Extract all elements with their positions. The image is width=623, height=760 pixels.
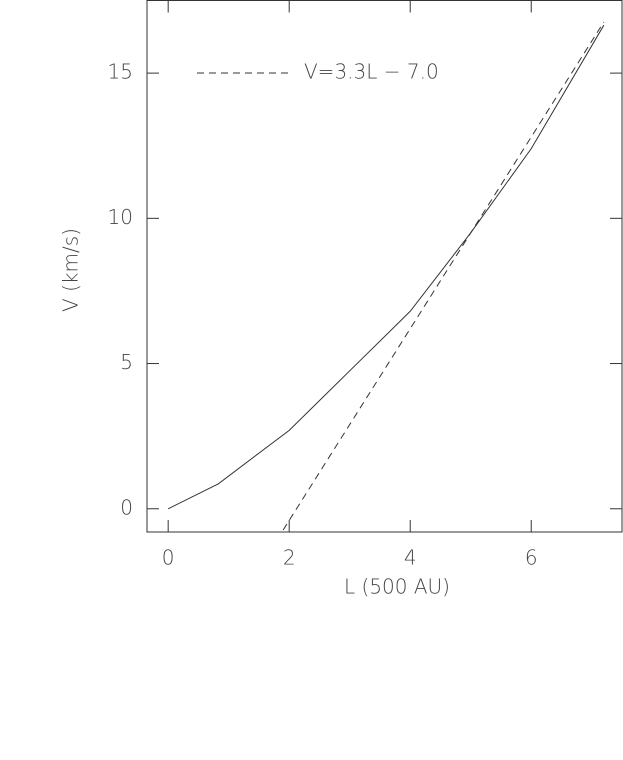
plot-frame: [146, 0, 623, 533]
x-tick-label: 6: [525, 546, 538, 570]
line-series: [167, 24, 605, 510]
line-series: [282, 21, 605, 531]
y-tick-label: 15: [108, 60, 133, 84]
x-tick-label: 2: [283, 546, 296, 570]
x-axis-label: L (500 AU): [344, 575, 450, 599]
legend-label: V=3.3L − 7.0: [304, 60, 439, 84]
y-axis-label: V (km/s): [59, 228, 83, 312]
y-tick-label: 5: [120, 350, 133, 374]
y-tick-label: 0: [120, 495, 133, 519]
x-tick-label: 4: [404, 546, 417, 570]
x-tick-label: 0: [162, 546, 175, 570]
y-tick-label: 10: [108, 205, 133, 229]
